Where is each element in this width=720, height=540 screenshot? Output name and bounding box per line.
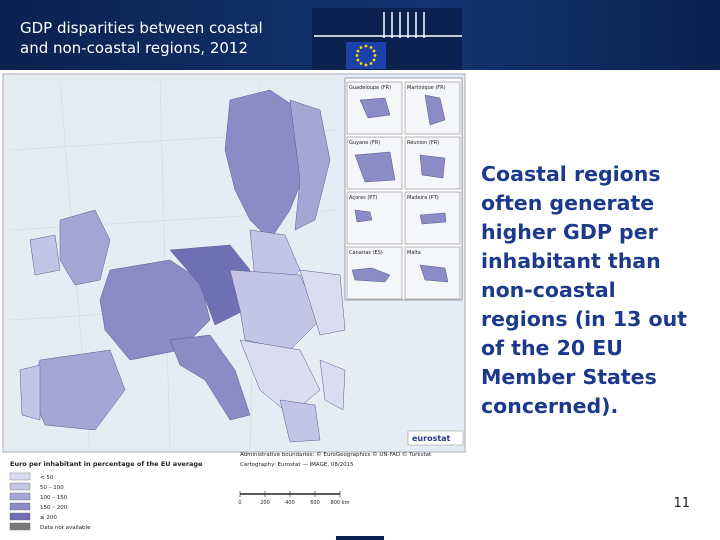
legend-swatch (9, 512, 31, 521)
scale-label: 800 km (331, 500, 350, 506)
legend-swatch (9, 502, 31, 511)
inset-label: Martinique (FR) (407, 85, 446, 91)
title-line: and non-coastal regions, 2012 (20, 39, 248, 57)
inset-label: Réunion (FR) (407, 139, 439, 146)
inset-label: Açores (PT) (349, 195, 377, 201)
map: Guadeloupe (FR) Martinique (FR) Guyane (… (0, 70, 468, 540)
legend-swatch (9, 492, 31, 501)
inset-label: Guyane (FR) (349, 140, 380, 146)
scale-label: 200 (260, 500, 270, 506)
legend-swatch (9, 482, 31, 491)
body-text: Coastal regions often generate higher GD… (481, 162, 688, 418)
legend-label: 50 – 100 (40, 485, 64, 491)
page-number: 11 (673, 496, 690, 511)
legend-label: < 50 (40, 475, 54, 481)
legend-swatch (9, 522, 31, 531)
map-credit: Cartography: Eurostat — IMAGE, 08/2015 (240, 462, 354, 468)
inset-label: Malta (407, 250, 421, 256)
inset-label: Guadeloupe (FR) (349, 85, 391, 91)
scale-label: 0 (238, 500, 241, 506)
legend-title: Euro per inhabitant in percentage of the… (10, 460, 203, 468)
scale-label: 400 (285, 500, 295, 506)
header-band: GDP disparities between coastal and non-… (0, 0, 720, 70)
legend-swatch (9, 472, 31, 481)
slide-title: GDP disparities between coastal and non-… (20, 18, 263, 58)
map-credit: Administrative boundaries: © EuroGeograp… (240, 451, 432, 458)
footer-bar (336, 536, 384, 540)
inset-label: Canarias (ES) (349, 250, 383, 256)
legend-label: ≥ 200 (40, 515, 57, 521)
title-line: GDP disparities between coastal (20, 19, 263, 37)
inset-label: Madeira (PT) (407, 195, 439, 201)
eurostat-logo: eurostat (412, 434, 451, 443)
legend-label: 100 – 150 (40, 495, 68, 501)
eu-logo (312, 8, 462, 70)
legend-label: 150 – 200 (40, 505, 68, 511)
scale-label: 600 (310, 500, 320, 506)
legend-label: Data not available (40, 525, 91, 531)
